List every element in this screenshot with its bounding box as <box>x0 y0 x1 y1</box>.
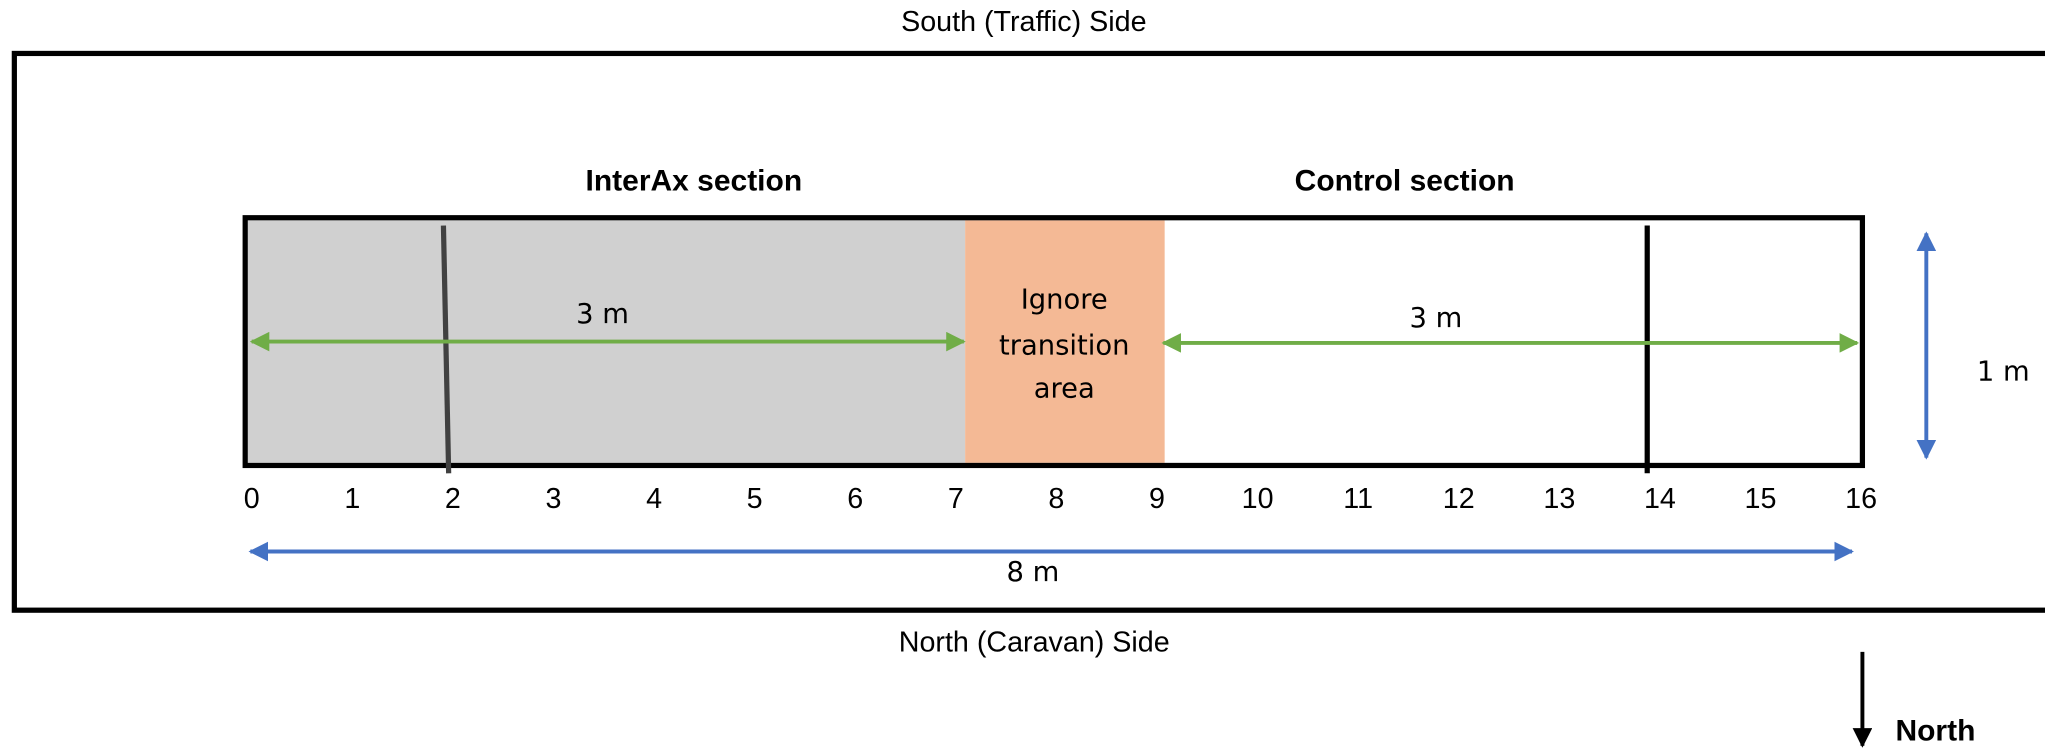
north-label: North <box>1895 715 1975 748</box>
plot-border <box>242 215 1866 469</box>
transition-text: transition <box>999 330 1129 361</box>
dimension-label: 8 m <box>1007 557 1060 588</box>
dimension-label: 3 m <box>576 299 629 330</box>
scale-tick-label: 0 <box>244 483 260 515</box>
dimension-label: 1 m <box>1977 356 2030 387</box>
scale-tick-label: 12 <box>1443 483 1475 515</box>
scale-tick-label: 9 <box>1149 483 1165 515</box>
scale-tick-label: 14 <box>1644 483 1676 515</box>
dimension-label: 3 m <box>1410 303 1463 334</box>
top-side-label: South (Traffic) Side <box>901 6 1146 38</box>
scale-tick-label: 13 <box>1543 483 1575 515</box>
scale-tick-label: 1 <box>344 483 360 515</box>
scale-tick-label: 8 <box>1048 483 1064 515</box>
scale-tick-label: 7 <box>948 483 964 515</box>
scale-tick-label: 3 <box>545 483 561 515</box>
control-label: Control section <box>1295 164 1515 197</box>
transition-text: area <box>1034 373 1095 404</box>
scale-tick-label: 4 <box>646 483 662 515</box>
transition-area <box>965 220 1165 463</box>
transition-text: Ignore <box>1021 285 1108 316</box>
scale-tick-label: 5 <box>747 483 763 515</box>
scale-tick-label: 15 <box>1745 483 1777 515</box>
scale-tick-label: 16 <box>1845 483 1877 515</box>
scale-tick-label: 10 <box>1242 483 1274 515</box>
site-border <box>11 50 2045 613</box>
scale-tick-label: 6 <box>847 483 863 515</box>
interax-label: InterAx section <box>586 164 803 197</box>
bottom-side-label: North (Caravan) Side <box>899 627 1170 659</box>
scale-tick-label: 11 <box>1343 483 1373 515</box>
scale-tick-label: 2 <box>445 483 461 515</box>
